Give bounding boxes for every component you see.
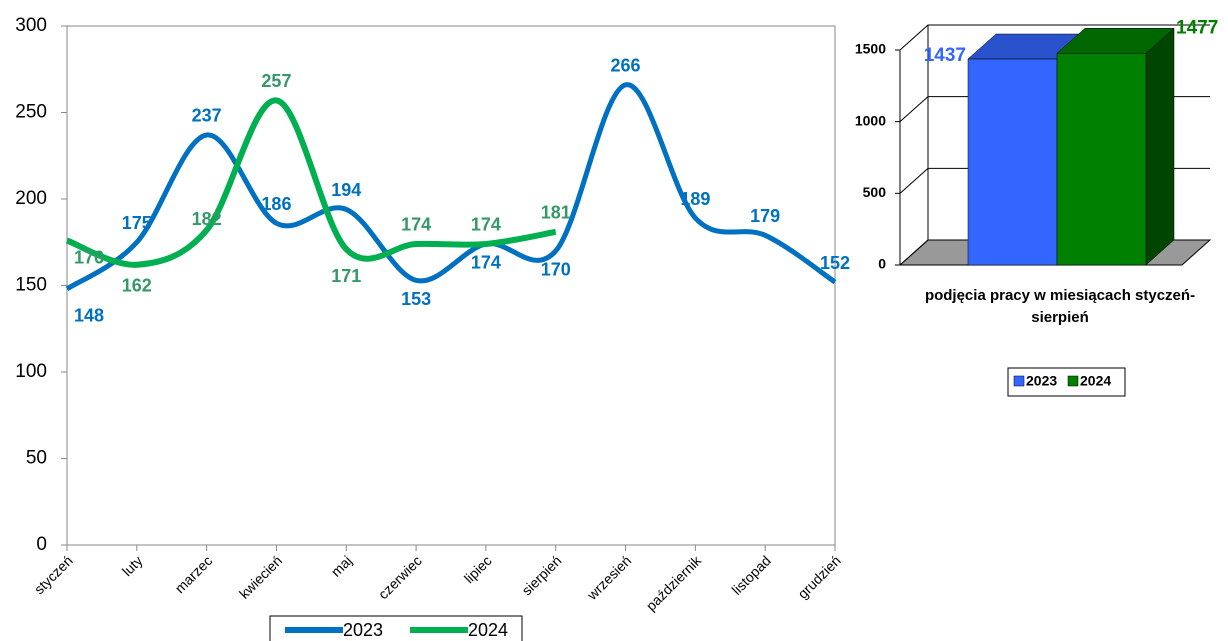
- x-tick-label: kwiecień: [236, 552, 285, 601]
- y-tick-label: 1000: [855, 112, 886, 128]
- x-tick-label: marzec: [172, 552, 216, 596]
- data-label: 186: [261, 194, 291, 214]
- y-tick-label: 500: [863, 184, 887, 200]
- y-tick-label: 100: [15, 361, 47, 382]
- data-label: 174: [401, 215, 431, 235]
- y-tick-label: 0: [36, 534, 47, 555]
- data-label: 179: [750, 206, 780, 226]
- x-tick-label: lipiec: [461, 552, 495, 586]
- data-label: 171: [331, 266, 361, 286]
- legend-label: 2024: [468, 620, 508, 640]
- data-label: 181: [541, 203, 571, 223]
- bar: [967, 58, 1058, 266]
- x-tick-label: sierpień: [518, 552, 564, 598]
- legend-swatch: [1013, 375, 1025, 387]
- x-tick-label: styczeń: [31, 552, 76, 597]
- data-label: 153: [401, 289, 431, 309]
- x-tick-label: grudzień: [794, 552, 843, 601]
- series-line: [65, 97, 557, 268]
- data-label: 1437: [924, 45, 966, 66]
- data-label: 175: [122, 213, 152, 233]
- data-label: 174: [471, 215, 501, 235]
- series-line: [65, 82, 837, 292]
- y-tick-label: 1500: [855, 41, 886, 57]
- data-label: 237: [192, 106, 222, 126]
- bar: [1056, 53, 1147, 266]
- y-tick-label: 0: [878, 256, 886, 272]
- data-label: 182: [192, 209, 222, 229]
- data-label: 148: [74, 306, 104, 326]
- legend-box: [1007, 367, 1126, 397]
- y-tick-label: 300: [15, 15, 47, 36]
- legend-label: 2023: [1026, 373, 1057, 389]
- y-tick-label: 250: [15, 102, 47, 123]
- y-tick-label: 150: [15, 275, 47, 296]
- x-tick-label: wrzesień: [583, 552, 634, 603]
- data-label: 174: [471, 253, 501, 273]
- x-tick-label: październik: [643, 552, 705, 614]
- data-label: 152: [820, 253, 850, 273]
- legend-label: 2023: [343, 620, 383, 640]
- data-label: 170: [541, 260, 571, 280]
- data-label: 266: [611, 56, 641, 76]
- x-tick-label: czerwiec: [375, 552, 425, 602]
- x-tick-label: maj: [328, 552, 355, 579]
- data-label: 189: [680, 189, 710, 209]
- x-tick-label: listopad: [728, 552, 773, 597]
- plot-frame: [66, 25, 836, 546]
- bar-x-label: podjęcia pracy w miesiącach styczeń-sier…: [924, 287, 1196, 326]
- data-label: 194: [331, 180, 361, 200]
- legend-swatch: [1067, 375, 1079, 387]
- data-label: 176: [74, 247, 104, 267]
- data-label: 1477: [1176, 17, 1218, 38]
- data-label: 257: [261, 71, 291, 91]
- grid-line: [899, 24, 1210, 51]
- bar-side: [1145, 27, 1175, 266]
- y-tick-label: 200: [15, 188, 47, 209]
- y-tick-label: 50: [26, 448, 47, 469]
- legend-label: 2024: [1080, 373, 1111, 389]
- data-label: 162: [122, 275, 152, 295]
- x-tick-label: luty: [119, 552, 146, 579]
